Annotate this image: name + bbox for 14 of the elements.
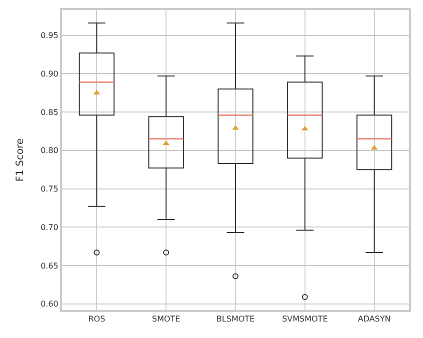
y-tick-label: 0.70 bbox=[40, 222, 58, 232]
y-tick-label: 0.80 bbox=[40, 146, 58, 156]
y-tick-label: 0.65 bbox=[40, 261, 58, 270]
y-tick-label: 0.85 bbox=[40, 108, 58, 117]
y-tick-label: 0.90 bbox=[40, 69, 58, 78]
x-tick-label: SMOTE bbox=[152, 314, 180, 324]
x-tick-label: ADASYN bbox=[358, 314, 391, 324]
y-tick-label: 0.60 bbox=[40, 300, 58, 309]
x-tick-label: ROS bbox=[88, 314, 106, 324]
x-tick-label: SVMSMOTE bbox=[282, 314, 328, 324]
x-tick-label: BLSMOTE bbox=[216, 314, 255, 324]
y-tick-label: 0.95 bbox=[40, 31, 58, 40]
y-tick-label: 0.75 bbox=[40, 184, 58, 194]
y-axis-title: F1 Score bbox=[15, 138, 26, 182]
